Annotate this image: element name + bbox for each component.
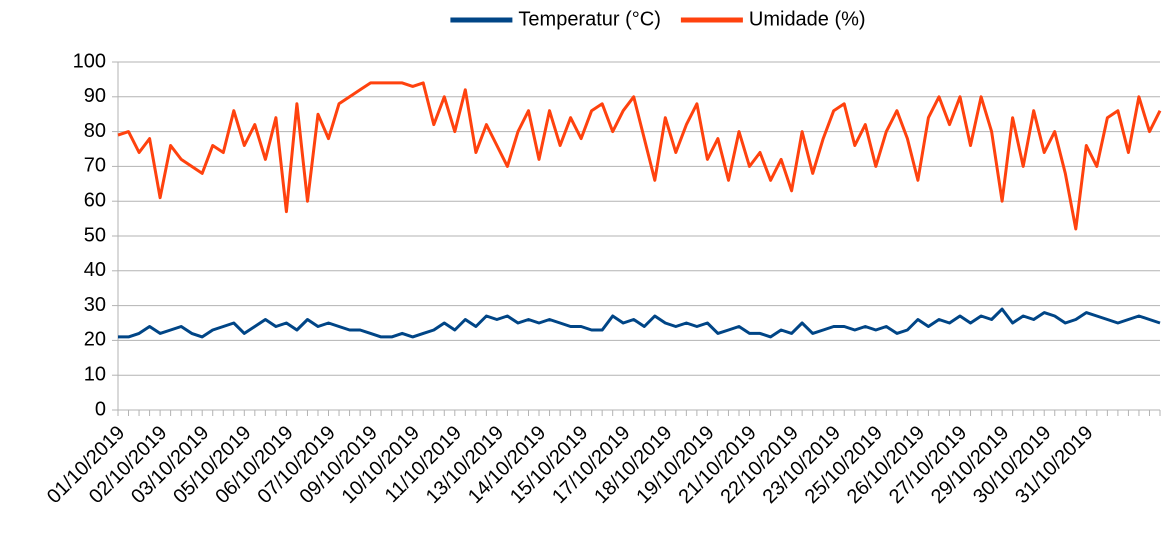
y-tick-label: 80 <box>84 120 106 142</box>
legend: Temperatur (°C) Umidade (%) <box>450 8 866 30</box>
y-tick-label: 90 <box>84 85 106 107</box>
legend-label: Umidade (%) <box>749 8 866 30</box>
series-line <box>118 307 1161 339</box>
y-tick-label: 100 <box>73 50 106 72</box>
y-tick-label: 40 <box>84 259 106 281</box>
y-tick-label: 60 <box>84 189 106 211</box>
y-tick-label: 20 <box>84 329 106 351</box>
series-line <box>117 81 1162 231</box>
y-tick-label: 0 <box>95 398 106 420</box>
legend-label: Temperatur (°C) <box>518 8 660 30</box>
y-tick-label: 30 <box>84 294 106 316</box>
y-tick-label: 70 <box>84 155 106 177</box>
y-tick-label: 10 <box>84 363 106 385</box>
y-tick-label: 50 <box>84 224 106 246</box>
